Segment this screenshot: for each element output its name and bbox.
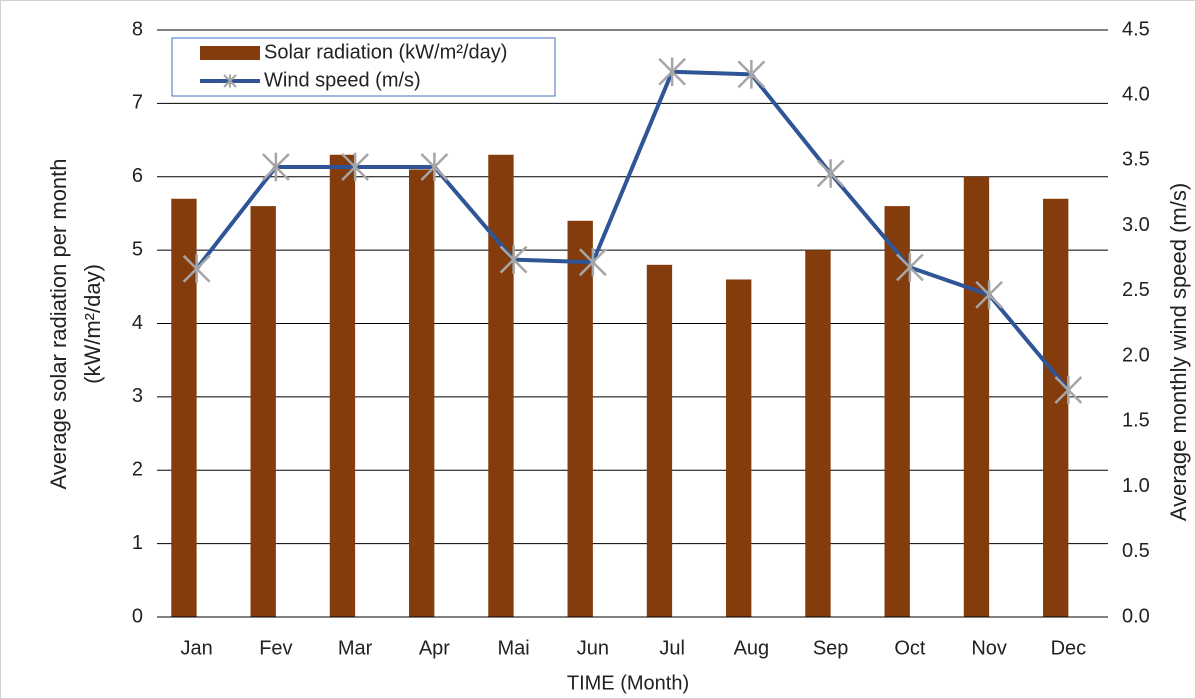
y-tick-label: 4 [132,312,143,334]
legend-marker [223,74,237,88]
line [195,69,1070,392]
x-tick-label: Apr [419,637,450,659]
legend-label: Solar radiation (kW/m²/day) [264,41,507,63]
y2-tick-label: 2.0 [1122,344,1150,366]
marker [737,60,766,89]
marker [816,159,845,188]
marker [1054,375,1083,405]
y2-tick-label: 1.0 [1122,475,1150,497]
y2-tick-label: 2.5 [1122,279,1150,301]
x-tick-label: Jul [659,637,685,659]
x-tick-label: Dec [1051,637,1087,659]
bar [409,169,435,617]
bar [884,206,910,617]
y-tick-label: 7 [132,92,143,114]
x-tick-label: Sep [813,637,849,659]
y2-axis-label: Average monthly wind speed (m/s) [1166,183,1191,521]
x-tick-label: Aug [734,637,770,659]
x-tick-label: Fev [259,637,292,659]
y2-tick-label: 0.0 [1122,605,1150,627]
x-tick-label: Jun [577,637,609,659]
marker [975,280,1004,310]
y-axis-label: Average solar radiation per month [46,158,71,489]
marker [658,57,687,87]
marker [578,247,607,277]
bar [171,198,197,617]
x-axis-label: TIME (Month) [567,672,689,694]
bar [1043,198,1069,617]
bar [567,220,593,617]
x-tick-label: Nov [971,637,1007,659]
x-tick-label: Jan [181,637,213,659]
y-tick-label: 6 [132,165,143,187]
marker [182,254,211,284]
bar [250,206,276,617]
y-axis-label: (kW/m²/day) [80,264,105,384]
marker [499,245,528,274]
bar [963,176,990,617]
marker [341,152,370,182]
y-tick-label: 5 [132,238,143,260]
y-tick-label: 0 [132,605,143,627]
bar [805,250,831,617]
y-tick-label: 1 [132,532,143,554]
x-tick-label: Mai [498,637,530,659]
y2-tick-label: 4.0 [1122,84,1150,106]
y-tick-label: 2 [132,459,143,481]
y2-tick-label: 4.5 [1122,18,1150,40]
x-tick-label: Mar [338,637,373,659]
bar [726,279,752,617]
y2-tick-label: 3.5 [1122,149,1150,171]
y-tick-label: 3 [132,385,143,407]
legend-label: Wind speed (m/s) [264,69,421,91]
bar [488,154,514,618]
bar [646,264,673,617]
marker [261,152,290,182]
y-tick-label: 8 [132,18,143,40]
y2-tick-label: 1.5 [1122,410,1150,432]
y2-tick-label: 0.5 [1122,540,1150,562]
marker [420,152,449,182]
bar [329,154,356,618]
y2-tick-label: 3.0 [1122,214,1150,236]
x-tick-label: Oct [894,637,926,659]
marker [895,253,924,282]
legend-swatch [200,46,260,60]
